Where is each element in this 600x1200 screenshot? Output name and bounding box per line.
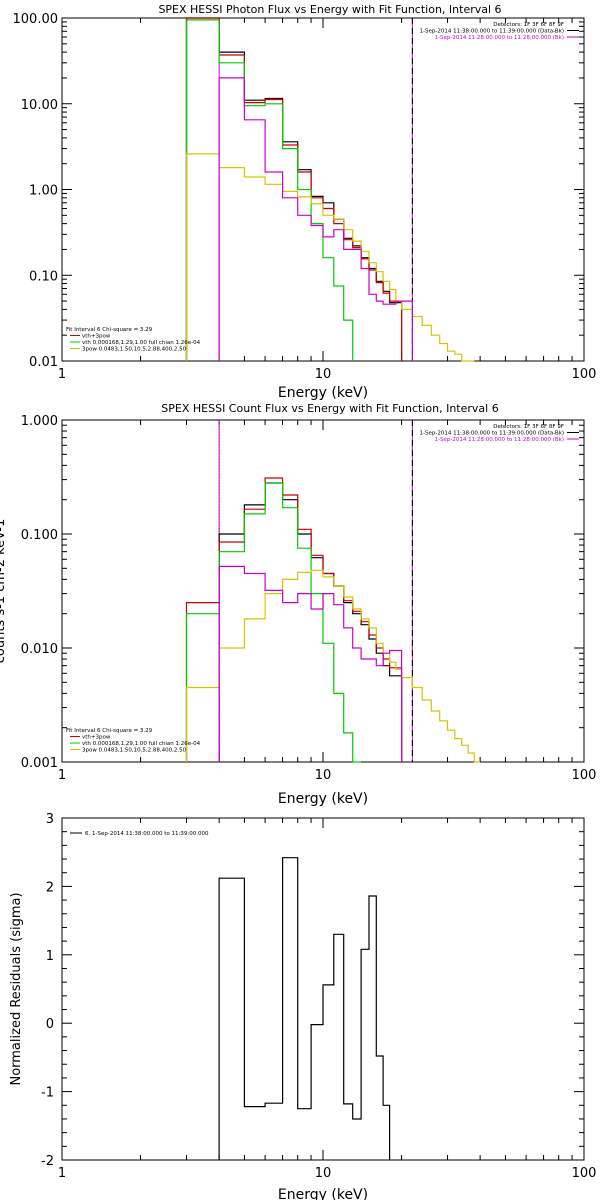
- y-tick-label: 10.00: [21, 98, 58, 113]
- series-line: [185, 19, 354, 361]
- legend-entry: 3pow 0.0483,1.50,10.5,2.88,400,2.50: [82, 748, 187, 754]
- series-line: [218, 482, 403, 762]
- x-tick-label: 100: [572, 367, 597, 382]
- legend-entry: vth+3pow: [82, 334, 111, 340]
- x-tick-label: 100: [572, 1166, 597, 1181]
- header-line: 1-Sep-2014 11:28:00.000 to 11:28:00.000 …: [435, 437, 565, 443]
- count-flux-chart: SPEX HESSI Count Flux vs Energy with Fit…: [0, 402, 596, 807]
- chart-title: SPEX HESSI Count Flux vs Energy with Fit…: [161, 402, 498, 415]
- y-tick-label: 0.100: [21, 528, 58, 543]
- series-line: [218, 565, 403, 762]
- y-tick-label: 0.010: [21, 642, 58, 657]
- series-line: [185, 569, 481, 763]
- residuals-legend: 6. 1-Sep-2014 11:38:00.000 to 11:39:00.0…: [70, 831, 209, 837]
- y-axis-label: Normalized Residuals (sigma): [9, 892, 24, 1085]
- legend-entry: Fit Interval 6 Chi-square = 3.29: [66, 327, 153, 333]
- header-line: Detectors: 1F 3F 6F 8F 9F: [493, 424, 564, 430]
- series-line: [218, 77, 413, 361]
- x-tick-label: 1: [58, 768, 66, 783]
- y-axis-label: counts s-1 cm-2 keV-1: [0, 519, 8, 664]
- y-tick-label: 2: [46, 880, 54, 895]
- x-tick-label: 10: [315, 1166, 332, 1181]
- header-line: 1-Sep-2014 11:28:00.000 to 11:28:00.000 …: [435, 35, 565, 41]
- y-tick-label: 1.00: [29, 184, 58, 199]
- y-tick-label: 1: [46, 949, 54, 964]
- x-tick-label: 100: [572, 768, 597, 783]
- header-line: Detectors: 1F 3F 6F 8F 9F: [493, 22, 564, 28]
- detector-header: Detectors: 1F 3F 6F 8F 9F1-Sep-2014 11:3…: [420, 424, 579, 443]
- y-tick-label: 0.10: [29, 269, 58, 284]
- x-axis-label: Energy (keV): [278, 385, 368, 401]
- legend-entry: vth 0.000168,1.29,1.00 full chian 1.26e-…: [82, 340, 201, 346]
- residuals-chart: 1 10 100 -2 -1 0 1 2 3 6. 1-Sep-2014 11:38:00.00…: [9, 812, 596, 1200]
- y-tick-label: 1.000: [21, 414, 58, 429]
- series-line: [185, 482, 362, 763]
- fit-legend: Fit Interval 6 Chi-square = 3.29vth+3pow…: [66, 327, 201, 353]
- x-tick-label: 1: [58, 1166, 66, 1181]
- fit-legend: Fit Interval 6 Chi-square = 3.29vth+3pow…: [66, 728, 201, 754]
- series-line: [185, 17, 403, 361]
- data-series: [218, 857, 391, 1160]
- photon-flux-chart: SPEX HESSI Photon Flux vs Energy with Fi…: [13, 3, 597, 401]
- y-tick-label: 0.01: [29, 355, 58, 370]
- legend-entry: 6. 1-Sep-2014 11:38:00.000 to 11:39:00.0…: [85, 831, 209, 837]
- chart-title: SPEX HESSI Photon Flux vs Energy with Fi…: [158, 3, 501, 16]
- data-series: [185, 17, 475, 362]
- y-tick-label: -1: [41, 1086, 54, 1101]
- axis-ticks: 1 10 100 0.01 0.10 1.00 10.00 100.00: [13, 12, 597, 382]
- legend-entry: 3pow 0.0483,1.50,10.5,2.88,400,2.50: [82, 347, 187, 353]
- header-line: 1-Sep-2014 11:38:00.000 to 11:39:00.000 …: [420, 29, 564, 35]
- y-tick-label: 0.001: [21, 756, 58, 771]
- y-tick-label: 0: [46, 1017, 54, 1032]
- x-axis-label: Energy (keV): [278, 791, 368, 807]
- data-series: [185, 477, 481, 763]
- detector-header: Detectors: 1F 3F 6F 8F 9F1-Sep-2014 11:3…: [420, 22, 579, 41]
- axis-ticks: 1 10 100 -2 -1 0 1 2 3: [41, 812, 596, 1181]
- y-tick-label: 100.00: [13, 12, 59, 27]
- x-tick-label: 10: [315, 367, 332, 382]
- plot-frame: [61, 17, 585, 362]
- fit-range-markers: [218, 18, 413, 361]
- x-tick-label: 10: [315, 768, 332, 783]
- y-tick-label: 3: [46, 812, 54, 827]
- header-line: 1-Sep-2014 11:38:00.000 to 11:39:00.000 …: [420, 431, 564, 437]
- legend-entry: vth+3pow: [82, 735, 111, 741]
- x-axis-label: Energy (keV): [278, 1187, 368, 1200]
- series-line: [218, 857, 391, 1160]
- legend-entry: vth 0.000168,1.29,1.00 full chian 1.26e-…: [82, 741, 201, 747]
- legend-entry: Fit Interval 6 Chi-square = 3.29: [66, 728, 153, 734]
- x-tick-label: 1: [58, 367, 66, 382]
- fit-range-markers: [218, 420, 413, 762]
- plot-frame: [61, 419, 585, 763]
- y-tick-label: -2: [41, 1154, 54, 1169]
